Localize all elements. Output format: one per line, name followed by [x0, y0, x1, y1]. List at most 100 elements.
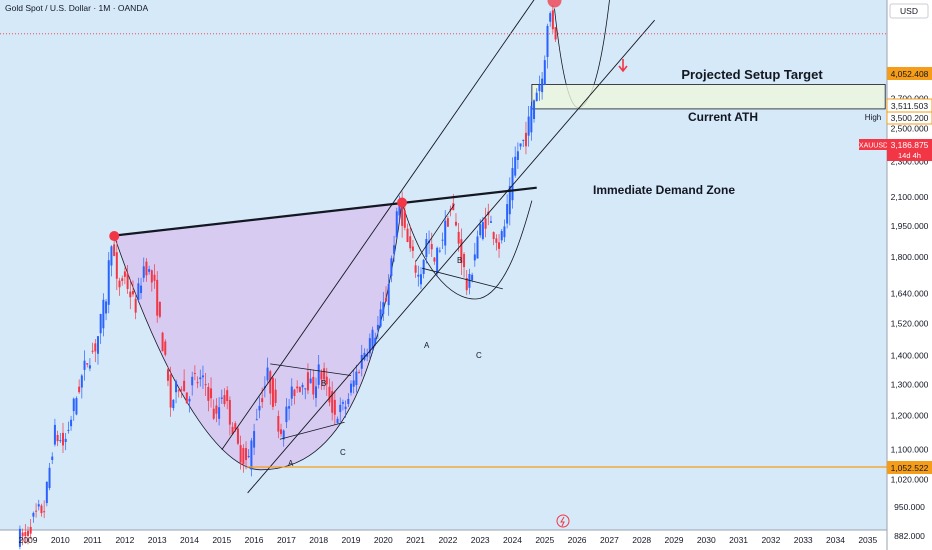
- candle-body: [417, 274, 420, 277]
- candle-body: [551, 10, 554, 30]
- candle-body: [444, 220, 447, 246]
- candle-body: [336, 418, 339, 424]
- time-tick-label: 2019: [342, 535, 361, 545]
- price-tick-label: 950.000: [894, 502, 925, 512]
- wave-channel-line: [279, 421, 345, 440]
- price-tick-label: 1,100.000: [891, 445, 929, 455]
- candle-body: [438, 250, 441, 252]
- candle-body: [134, 298, 137, 313]
- candle-body: [331, 391, 334, 413]
- price-tick-label: 1,520.000: [891, 318, 929, 328]
- candle-body: [70, 419, 73, 427]
- price-tick-label: 1,800.000: [891, 252, 929, 262]
- candle-body: [371, 329, 374, 349]
- candle-body: [88, 365, 91, 369]
- candle-body: [508, 185, 511, 215]
- candle-body: [61, 432, 64, 446]
- candle-body: [207, 386, 210, 401]
- candle-body: [188, 398, 191, 402]
- candle-body: [164, 341, 167, 355]
- candle-body: [258, 405, 261, 411]
- candle-body: [516, 151, 519, 161]
- candle-body: [72, 398, 75, 412]
- candle-body: [546, 25, 549, 57]
- candle-body: [113, 244, 116, 256]
- time-tick-label: 2022: [438, 535, 457, 545]
- candle-body: [290, 386, 293, 399]
- time-tick-label: 2031: [729, 535, 748, 545]
- candle-body: [285, 406, 288, 423]
- candle-body: [218, 407, 221, 419]
- candle-body: [433, 257, 436, 262]
- time-tick-label: 2015: [212, 535, 231, 545]
- candle-body: [107, 260, 110, 305]
- candle-body: [422, 259, 425, 275]
- candle-body: [390, 258, 393, 276]
- candle-body: [110, 246, 113, 266]
- candle-body: [121, 278, 124, 281]
- ath-price-tag: [886, 111, 932, 125]
- candle-body: [333, 399, 336, 415]
- candle-body: [379, 309, 382, 327]
- candle-body: [166, 369, 169, 381]
- candle-body: [51, 456, 54, 461]
- candle-body: [231, 426, 234, 435]
- candle-body: [325, 376, 328, 385]
- time-tick-label: 2034: [826, 535, 845, 545]
- time-tick-label: 2009: [19, 535, 38, 545]
- time-tick-label: 2013: [148, 535, 167, 545]
- candle-body: [425, 238, 428, 258]
- lightning-icon-glyph: [560, 516, 565, 527]
- candle-body: [368, 338, 371, 354]
- candle-body: [234, 423, 237, 430]
- candle-body: [161, 332, 164, 352]
- candle-body: [59, 440, 62, 442]
- ath-dotted-text: 3,511.503: [891, 101, 928, 111]
- candle-body: [530, 105, 533, 133]
- time-tick-label: 2032: [761, 535, 780, 545]
- lightning-icon[interactable]: [556, 514, 570, 528]
- candle-body: [48, 467, 51, 488]
- candle-body: [239, 445, 242, 463]
- time-tick-label: 2025: [535, 535, 554, 545]
- candle-body: [463, 254, 466, 268]
- current-price-tag: [887, 139, 932, 161]
- candle-body: [78, 386, 81, 393]
- currency-label: USD: [900, 6, 918, 16]
- candle-body: [406, 228, 409, 242]
- time-tick-label: 2010: [51, 535, 70, 545]
- candle-body: [199, 377, 202, 380]
- candle-body: [86, 363, 89, 365]
- candle-body: [411, 246, 414, 251]
- candle-body: [446, 218, 449, 227]
- candle-body: [473, 254, 476, 261]
- demand-zone-label: Immediate Demand Zone: [593, 183, 735, 197]
- candle-body: [535, 92, 538, 102]
- price-tick-label: 1,300.000: [891, 379, 929, 389]
- candle-body: [255, 419, 258, 421]
- pivot-marker: [547, 0, 562, 8]
- price-axis[interactable]: [887, 0, 932, 550]
- price-tick-label: 1,200.000: [891, 411, 929, 421]
- candle-body: [522, 139, 525, 141]
- candle-body: [430, 244, 433, 250]
- candle-body: [409, 236, 412, 249]
- time-tick-label: 2024: [503, 535, 522, 545]
- candle-body: [549, 13, 552, 22]
- candle-body: [145, 261, 148, 276]
- candle-body: [142, 266, 145, 278]
- candle-body: [395, 211, 398, 238]
- candle-body: [533, 100, 536, 120]
- candle-body: [527, 116, 530, 136]
- currency-button[interactable]: [889, 3, 929, 19]
- candle-body: [56, 434, 59, 442]
- time-axis[interactable]: [0, 530, 887, 550]
- candle-body: [140, 285, 143, 294]
- candle-body: [414, 265, 417, 273]
- candle-body: [40, 505, 43, 514]
- candle-body: [492, 232, 495, 240]
- time-tick-label: 2020: [374, 535, 393, 545]
- candle-body: [158, 301, 161, 317]
